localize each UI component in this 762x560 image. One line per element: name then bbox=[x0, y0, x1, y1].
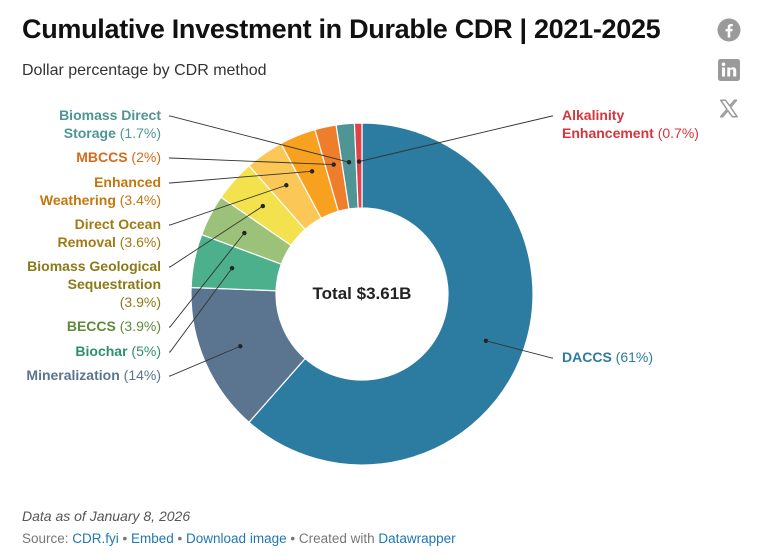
separator: • bbox=[173, 531, 187, 546]
label-alkalinity-enhancement: Alkalinity Enhancement (0.7%) bbox=[562, 107, 699, 141]
download-image-link[interactable]: Download image bbox=[186, 531, 287, 546]
label-mineralization: Mineralization (14%) bbox=[26, 367, 161, 383]
leader-line-alkalinity-enhancement bbox=[358, 115, 553, 162]
leader-line-biomass-direct-storage bbox=[169, 115, 350, 163]
label-biomass-geological-sequestration: Biomass Geological Sequestration (3.9%) bbox=[27, 258, 161, 310]
linkedin-icon bbox=[718, 59, 740, 81]
slice-daccs[interactable] bbox=[248, 122, 534, 466]
leader-line-mbccs bbox=[169, 157, 334, 166]
label-biochar: Biochar (5%) bbox=[75, 343, 161, 359]
facebook-share-button[interactable] bbox=[716, 17, 742, 43]
slice-alkalinity-enhancement[interactable] bbox=[353, 122, 363, 209]
chart-subtitle: Dollar percentage by CDR method bbox=[22, 62, 267, 79]
chart-title: Cumulative Investment in Durable CDR | 2… bbox=[22, 14, 661, 44]
source-prefix: Source: bbox=[22, 531, 73, 546]
x-share-button[interactable] bbox=[716, 96, 742, 122]
leader-line-daccs bbox=[485, 340, 553, 359]
data-date-note: Data as of January 8, 2026 bbox=[22, 508, 191, 524]
label-mbccs: MBCCS (2%) bbox=[76, 149, 161, 165]
datawrapper-link[interactable]: Datawrapper bbox=[378, 531, 456, 546]
center-total-label: Total $3.61B bbox=[313, 284, 412, 303]
leader-line-biochar bbox=[169, 267, 233, 353]
source-link[interactable]: CDR.fyi bbox=[72, 531, 119, 546]
separator: • bbox=[118, 531, 132, 546]
label-direct-ocean-removal: Direct Ocean Removal (3.6%) bbox=[58, 216, 161, 250]
leader-line-direct-ocean-removal bbox=[169, 184, 287, 226]
source-line: Source: CDR.fyi • Embed • Download image… bbox=[22, 531, 456, 546]
facebook-icon bbox=[717, 18, 741, 42]
donut-chart: DACCS (61%) Mineralization (14%) Biochar (… bbox=[26, 107, 699, 466]
label-daccs: DACCS (61%) bbox=[562, 349, 653, 365]
label-biomass-direct-storage: Biomass Direct Storage (1.7%) bbox=[59, 107, 161, 141]
leader-line-beccs bbox=[169, 232, 245, 328]
linkedin-share-button[interactable] bbox=[716, 57, 742, 83]
label-beccs: BECCS (3.9%) bbox=[67, 318, 161, 334]
leader-line-mineralization bbox=[169, 345, 241, 377]
x-icon bbox=[719, 99, 738, 118]
leader-line-biomass-geological-sequestration bbox=[169, 205, 264, 268]
created-with-text: • Created with bbox=[286, 531, 379, 546]
embed-link[interactable]: Embed bbox=[131, 531, 174, 546]
leader-line-enhanced-weathering bbox=[169, 170, 313, 184]
label-enhanced-weathering: Enhanced Weathering (3.4%) bbox=[40, 174, 161, 208]
